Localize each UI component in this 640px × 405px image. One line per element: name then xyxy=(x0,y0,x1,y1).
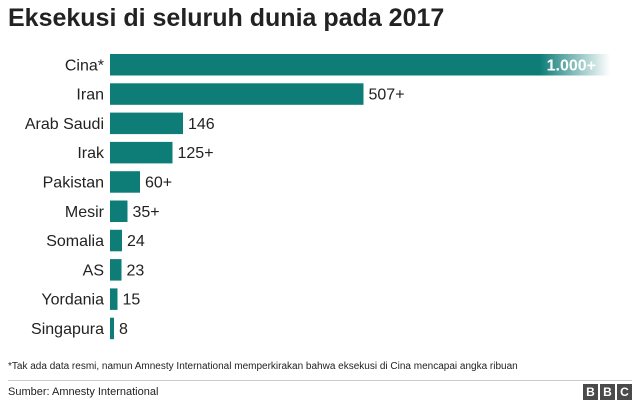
value-label: 125+ xyxy=(178,145,214,162)
category-label: Arab Saudi xyxy=(25,116,104,133)
category-label: Cina* xyxy=(65,57,104,74)
value-label: 146 xyxy=(188,116,215,133)
bar xyxy=(110,54,610,76)
logo-letter: B xyxy=(583,384,598,400)
value-label: 23 xyxy=(127,262,145,279)
bar xyxy=(110,171,140,193)
value-label: 1.000+ xyxy=(547,57,596,74)
bar xyxy=(110,229,122,252)
bbc-logo: B B C xyxy=(583,384,632,400)
chart-title: Eksekusi di seluruh dunia pada 2017 xyxy=(8,4,445,32)
bar xyxy=(110,83,364,105)
category-label: Somalia xyxy=(46,233,104,250)
source-note: Sumber: Amnesty International xyxy=(8,386,159,398)
value-label: 35+ xyxy=(133,204,160,221)
bar xyxy=(110,259,122,281)
value-label: 8 xyxy=(119,321,128,338)
logo-letter: B xyxy=(600,384,615,400)
category-label: Yordania xyxy=(41,292,104,309)
category-label: Pakistan xyxy=(43,174,104,191)
bar xyxy=(110,317,114,340)
bar xyxy=(110,288,118,310)
bar xyxy=(110,112,183,135)
bar xyxy=(110,200,128,222)
value-label: 15 xyxy=(123,292,141,309)
value-label: 24 xyxy=(127,233,145,250)
footnote: *Tak ada data resmi, namun Amnesty Inter… xyxy=(8,361,518,372)
category-label: Iran xyxy=(76,87,104,104)
bar xyxy=(110,141,173,164)
value-label: 507+ xyxy=(369,87,405,104)
bar-chart: Cina* 1.000+ Iran 507+ Arab Saudi 146 Irak 125+… xyxy=(25,54,610,340)
category-label: Mesir xyxy=(65,204,105,221)
divider xyxy=(8,380,632,381)
category-label: Singapura xyxy=(31,321,104,338)
category-label: Irak xyxy=(77,145,105,162)
value-label: 60+ xyxy=(145,174,172,191)
category-label: AS xyxy=(83,262,104,279)
logo-letter: C xyxy=(617,384,632,400)
